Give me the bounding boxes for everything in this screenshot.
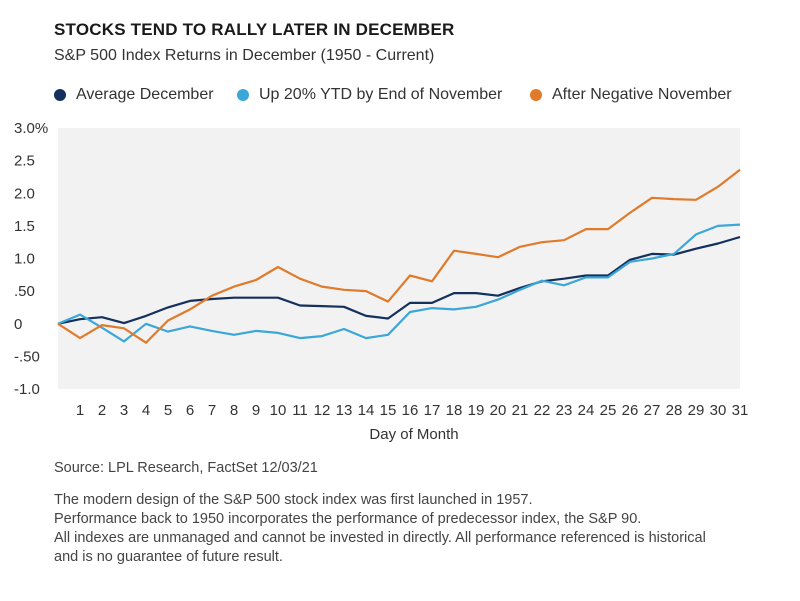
y-tick-label: -.50 [14,348,40,365]
y-axis-ticks: -1.0 -.50 0 .50 1.0 1.5 2.0 2.5 3.0% [14,120,48,398]
x-tick-label: 19 [468,402,485,419]
legend-item-average-december: Average December [54,86,214,104]
series-line-up-20-ytd-by-end-of-november [57,223,741,343]
chart-subtitle: S&P 500 Index Returns in December (1950 … [54,47,435,64]
x-tick-label: 14 [358,402,375,419]
legend-label-average-december: Average December [76,86,214,103]
y-tick-label: 1.5 [14,218,35,235]
x-tick-label: 2 [98,402,106,419]
x-tick-label: 6 [186,402,194,419]
x-tick-label: 9 [252,402,260,419]
x-axis-label: Day of Month [369,426,458,443]
series-line-after-negative-november [57,168,741,344]
x-tick-label: 7 [208,402,216,419]
x-tick-label: 3 [120,402,128,419]
y-tick-label: 3.0% [14,120,48,137]
x-tick-label: 31 [732,402,749,419]
y-tick-label: 2.5 [14,153,35,170]
x-tick-label: 13 [336,402,353,419]
legend-label-after-negative-november: After Negative November [552,86,732,103]
footnote-line: Performance back to 1950 incorporates th… [54,511,642,527]
legend-marker-after-negative-november [530,89,542,101]
x-tick-label: 1 [76,402,84,419]
y-tick-label: -1.0 [14,381,40,398]
y-tick-label: 2.0 [14,185,35,202]
x-tick-label: 21 [512,402,529,419]
legend-item-up-20-ytd: Up 20% YTD by End of November [237,86,502,104]
x-tick-label: 20 [490,402,507,419]
legend-item-after-negative-november: After Negative November [530,86,732,104]
x-tick-label: 24 [578,402,595,419]
x-tick-label: 16 [402,402,419,419]
legend-label-up-20-ytd: Up 20% YTD by End of November [259,86,503,103]
y-tick-label: 0 [14,316,22,333]
line-chart: -1.0-.500.501.01.52.02.53.0% 1 2 3 4 5 6 7 8 9 10… [14,120,749,443]
footnote-line: and is no guarantee of future result. [54,549,283,565]
x-tick-label: 29 [688,402,705,419]
plot-area [58,128,740,389]
x-tick-label: 5 [164,402,172,419]
footnote-line: The modern design of the S&P 500 stock i… [54,492,533,508]
x-axis-ticks: 1 2 3 4 5 6 7 8 9 10 11 12 13 14 15 16 17 18 19 20 21 22 23 24 2… [76,402,749,419]
legend-marker-up-20-ytd [237,89,249,101]
x-tick-label: 11 [292,402,308,419]
chart-title: STOCKS TEND TO RALLY LATER IN DECEMBER [54,20,455,39]
footnotes: The modern design of the S&P 500 stock i… [54,491,794,567]
x-tick-label: 17 [424,402,441,419]
chart-legend: Average December Up 20% YTD by End of No… [54,86,774,108]
x-tick-label: 22 [534,402,551,419]
series-lines [57,168,741,344]
x-tick-label: 12 [314,402,331,419]
x-tick-label: 28 [666,402,683,419]
x-tick-label: 30 [710,402,727,419]
x-tick-label: 10 [270,402,287,419]
x-tick-label: 26 [622,402,639,419]
footnote-line: All indexes are unmanaged and cannot be … [54,530,706,546]
legend-marker-average-december [54,89,66,101]
source-note: Source: LPL Research, FactSet 12/03/21 [54,460,318,476]
x-tick-label: 27 [644,402,661,419]
y-tick-label: 1.0 [14,251,35,268]
x-tick-label: 15 [380,402,397,419]
x-tick-label: 25 [600,402,617,419]
x-tick-label: 4 [142,402,150,419]
series-line-average-december [57,235,741,325]
y-tick-label: .50 [14,283,35,300]
x-tick-label: 23 [556,402,573,419]
x-tick-label: 8 [230,402,238,419]
x-tick-label: 18 [446,402,463,419]
